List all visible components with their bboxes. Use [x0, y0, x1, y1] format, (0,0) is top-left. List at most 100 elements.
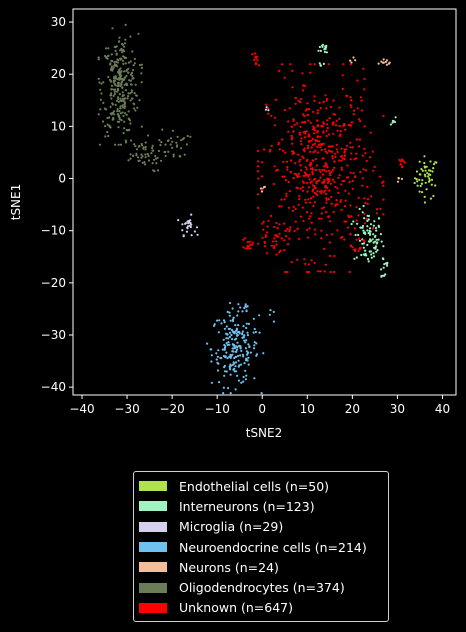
x-tick-label: −10	[205, 402, 230, 416]
data-point	[116, 96, 120, 99]
data-point	[291, 86, 294, 89]
data-point	[322, 130, 325, 133]
data-point	[123, 83, 126, 86]
data-point	[312, 204, 315, 207]
data-point	[329, 220, 332, 223]
data-point	[278, 232, 281, 235]
legend-item: Neuroendocrine cells (n=214)	[139, 537, 380, 557]
data-point	[389, 123, 392, 126]
data-point	[229, 301, 232, 305]
data-point	[314, 168, 317, 172]
data-point	[210, 381, 213, 384]
data-point	[144, 145, 147, 149]
data-point	[244, 341, 247, 344]
data-point	[271, 240, 275, 243]
data-point	[359, 120, 362, 123]
data-point	[147, 154, 150, 158]
data-point	[282, 160, 285, 163]
data-point	[335, 119, 338, 122]
data-point	[231, 319, 235, 323]
data-point	[331, 145, 334, 148]
data-point	[117, 100, 120, 103]
data-point	[307, 198, 310, 201]
data-point	[338, 117, 341, 120]
data-point	[344, 128, 347, 131]
data-point	[104, 54, 107, 58]
data-point	[112, 81, 115, 84]
data-point	[313, 191, 316, 195]
data-point	[370, 256, 373, 259]
data-point	[380, 60, 383, 63]
data-point	[418, 178, 421, 181]
data-point	[222, 386, 225, 389]
data-point	[420, 182, 423, 185]
data-point	[228, 343, 231, 346]
data-point	[316, 109, 320, 112]
data-point	[366, 202, 369, 205]
data-point	[304, 172, 307, 175]
data-point	[213, 324, 216, 327]
data-point	[303, 258, 306, 261]
data-point	[316, 125, 320, 128]
data-point	[326, 166, 329, 169]
data-point	[104, 135, 107, 138]
data-point	[240, 349, 243, 352]
data-point	[113, 61, 116, 64]
data-point	[319, 170, 322, 173]
data-point	[247, 322, 250, 325]
data-point	[355, 206, 358, 209]
data-point	[327, 215, 330, 218]
data-point	[123, 106, 126, 109]
data-point	[244, 237, 247, 240]
data-point	[298, 175, 301, 178]
data-point	[310, 259, 313, 262]
data-point	[233, 347, 236, 350]
data-point	[336, 229, 339, 232]
data-point	[331, 122, 334, 125]
data-point	[382, 258, 385, 261]
data-point	[321, 43, 324, 47]
data-point	[114, 103, 117, 106]
data-point	[225, 370, 228, 373]
data-point	[324, 48, 327, 51]
data-point	[349, 146, 352, 149]
data-point	[363, 125, 366, 128]
data-point	[382, 274, 385, 277]
data-point	[289, 226, 292, 229]
data-point	[349, 96, 352, 99]
data-point	[228, 331, 232, 334]
data-point	[233, 362, 236, 365]
data-point	[329, 174, 332, 177]
data-point	[391, 121, 394, 124]
data-point	[222, 392, 225, 395]
data-point	[106, 123, 109, 126]
data-point	[366, 257, 370, 261]
data-point	[360, 226, 363, 229]
data-point	[292, 150, 295, 153]
y-tick-label: −20	[41, 276, 66, 290]
data-point	[302, 156, 305, 160]
data-point	[233, 367, 236, 370]
data-point	[340, 168, 343, 171]
data-point	[292, 130, 295, 133]
data-point	[330, 202, 333, 205]
data-point	[319, 49, 322, 53]
data-point	[132, 64, 135, 67]
data-point	[220, 322, 223, 325]
data-point	[273, 225, 276, 229]
data-point	[329, 182, 332, 185]
data-point	[343, 157, 346, 161]
data-point	[340, 147, 343, 150]
data-point	[276, 168, 279, 171]
data-point	[290, 134, 293, 137]
data-point	[377, 62, 380, 65]
data-point	[336, 150, 339, 154]
data-point	[295, 186, 298, 189]
data-point	[293, 229, 296, 233]
data-point	[275, 234, 278, 237]
data-point	[238, 344, 241, 348]
data-point	[136, 106, 139, 109]
data-point	[237, 324, 240, 327]
data-point	[270, 114, 273, 117]
data-point	[122, 55, 125, 58]
